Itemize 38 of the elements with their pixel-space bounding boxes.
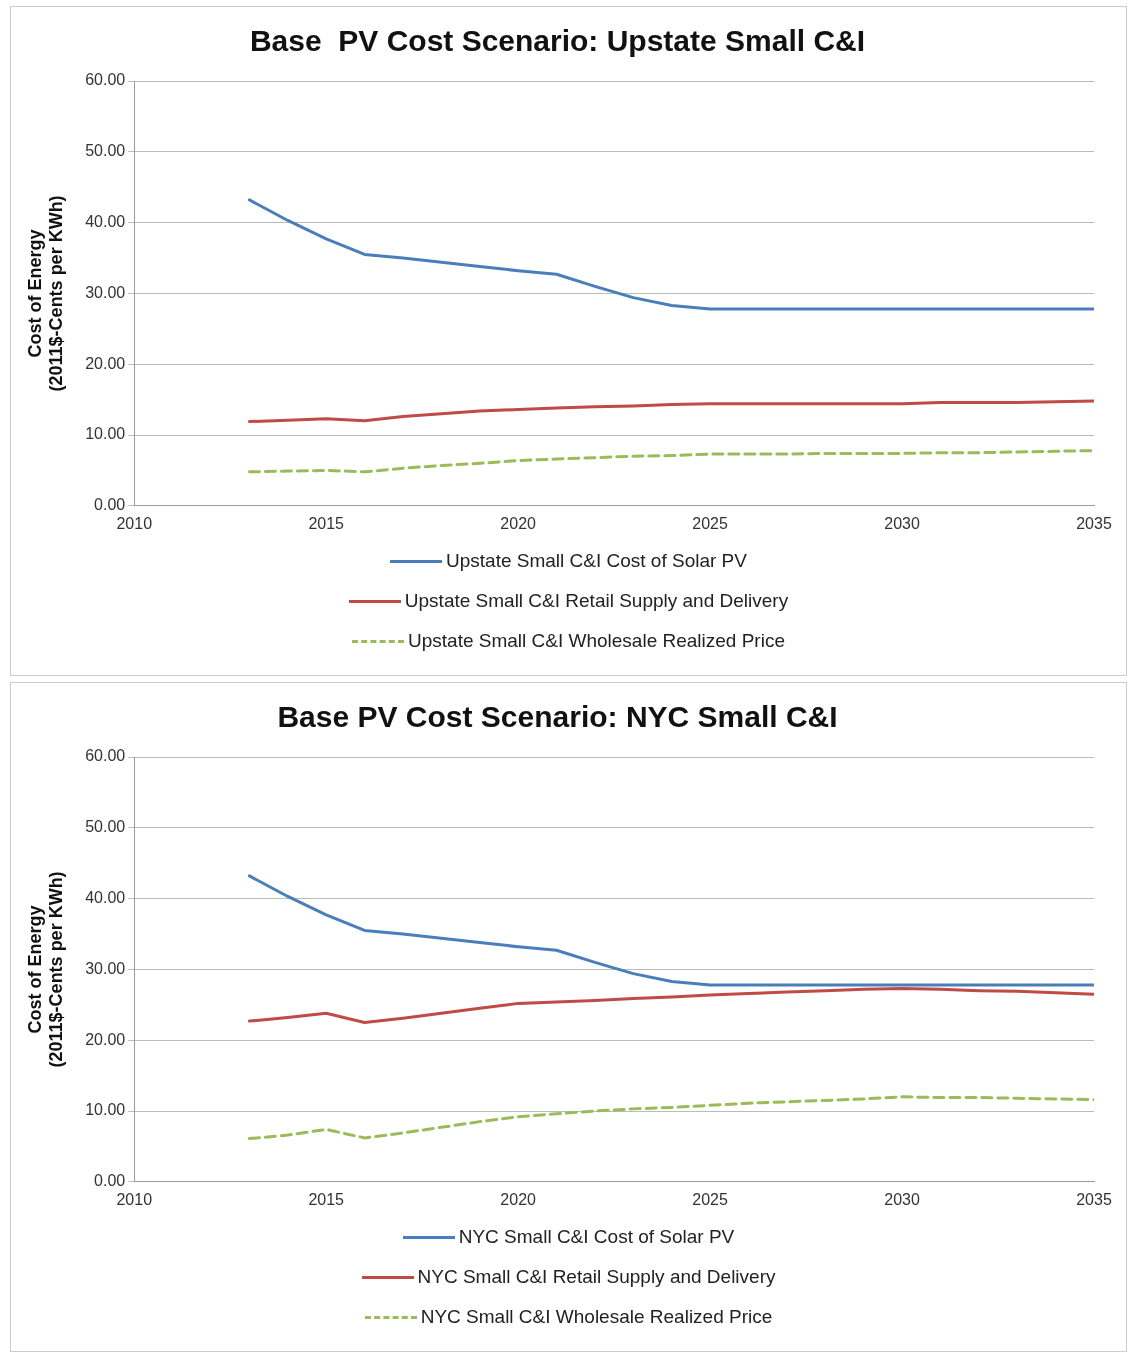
x-tick-label: 2010 [116, 514, 153, 532]
legend-label: Upstate Small C&I Cost of Solar PV [446, 550, 747, 572]
y-tick-label: 60.00 [85, 71, 126, 89]
x-tick-label: 2030 [884, 514, 920, 532]
y-tick-label: 40.00 [85, 213, 126, 231]
x-tick-label: 2025 [692, 1190, 728, 1208]
x-tick-label: 2015 [308, 1190, 345, 1208]
y-tick-label: 40.00 [85, 889, 126, 907]
x-tick-label: 2025 [692, 514, 728, 532]
x-tick-label: 2010 [116, 1190, 153, 1208]
line-series [247, 1095, 1094, 1141]
y-tick-label: 0.00 [94, 1172, 126, 1190]
y-tick-label: 20.00 [85, 1030, 126, 1048]
y-tick-label: 10.00 [85, 425, 126, 443]
x-tick-label: 2020 [500, 1190, 537, 1208]
x-tick-label: 2030 [884, 1190, 920, 1208]
x-tick-label: 2035 [1076, 1190, 1112, 1208]
y-tick-label: 0.00 [94, 496, 126, 514]
y-tick-label: 20.00 [85, 354, 126, 372]
x-tick-label: 2020 [500, 514, 537, 532]
y-axis-title: Cost of Energy (2011$-Cents per KWh) [24, 871, 67, 1068]
y-tick-label: 30.00 [85, 283, 126, 301]
y-tick-label: 50.00 [85, 142, 126, 160]
line-series [247, 449, 1094, 474]
legend-label: Upstate Small C&I Retail Supply and Delivery [404, 590, 789, 612]
legend-label: Upstate Small C&I Wholesale Realized Price [408, 630, 785, 652]
chart-title: Base PV Cost Scenario: Upstate Small C&I [249, 24, 866, 58]
chart-title: Base PV Cost Scenario: NYC Small C&I [277, 700, 838, 734]
legend-label: NYC Small C&I Wholesale Realized Price [420, 1306, 773, 1328]
y-tick-label: 30.00 [85, 959, 126, 977]
y-axis-title: Cost of Energy (2011$-Cents per KWh) [24, 195, 67, 392]
y-tick-label: 50.00 [85, 818, 126, 836]
legend-label: NYC Small C&I Cost of Solar PV [458, 1226, 735, 1248]
x-tick-label: 2035 [1076, 514, 1112, 532]
y-tick-label: 60.00 [85, 747, 126, 765]
x-tick-label: 2015 [308, 514, 345, 532]
legend-label: NYC Small C&I Retail Supply and Delivery [417, 1266, 776, 1288]
y-tick-label: 10.00 [85, 1101, 126, 1119]
